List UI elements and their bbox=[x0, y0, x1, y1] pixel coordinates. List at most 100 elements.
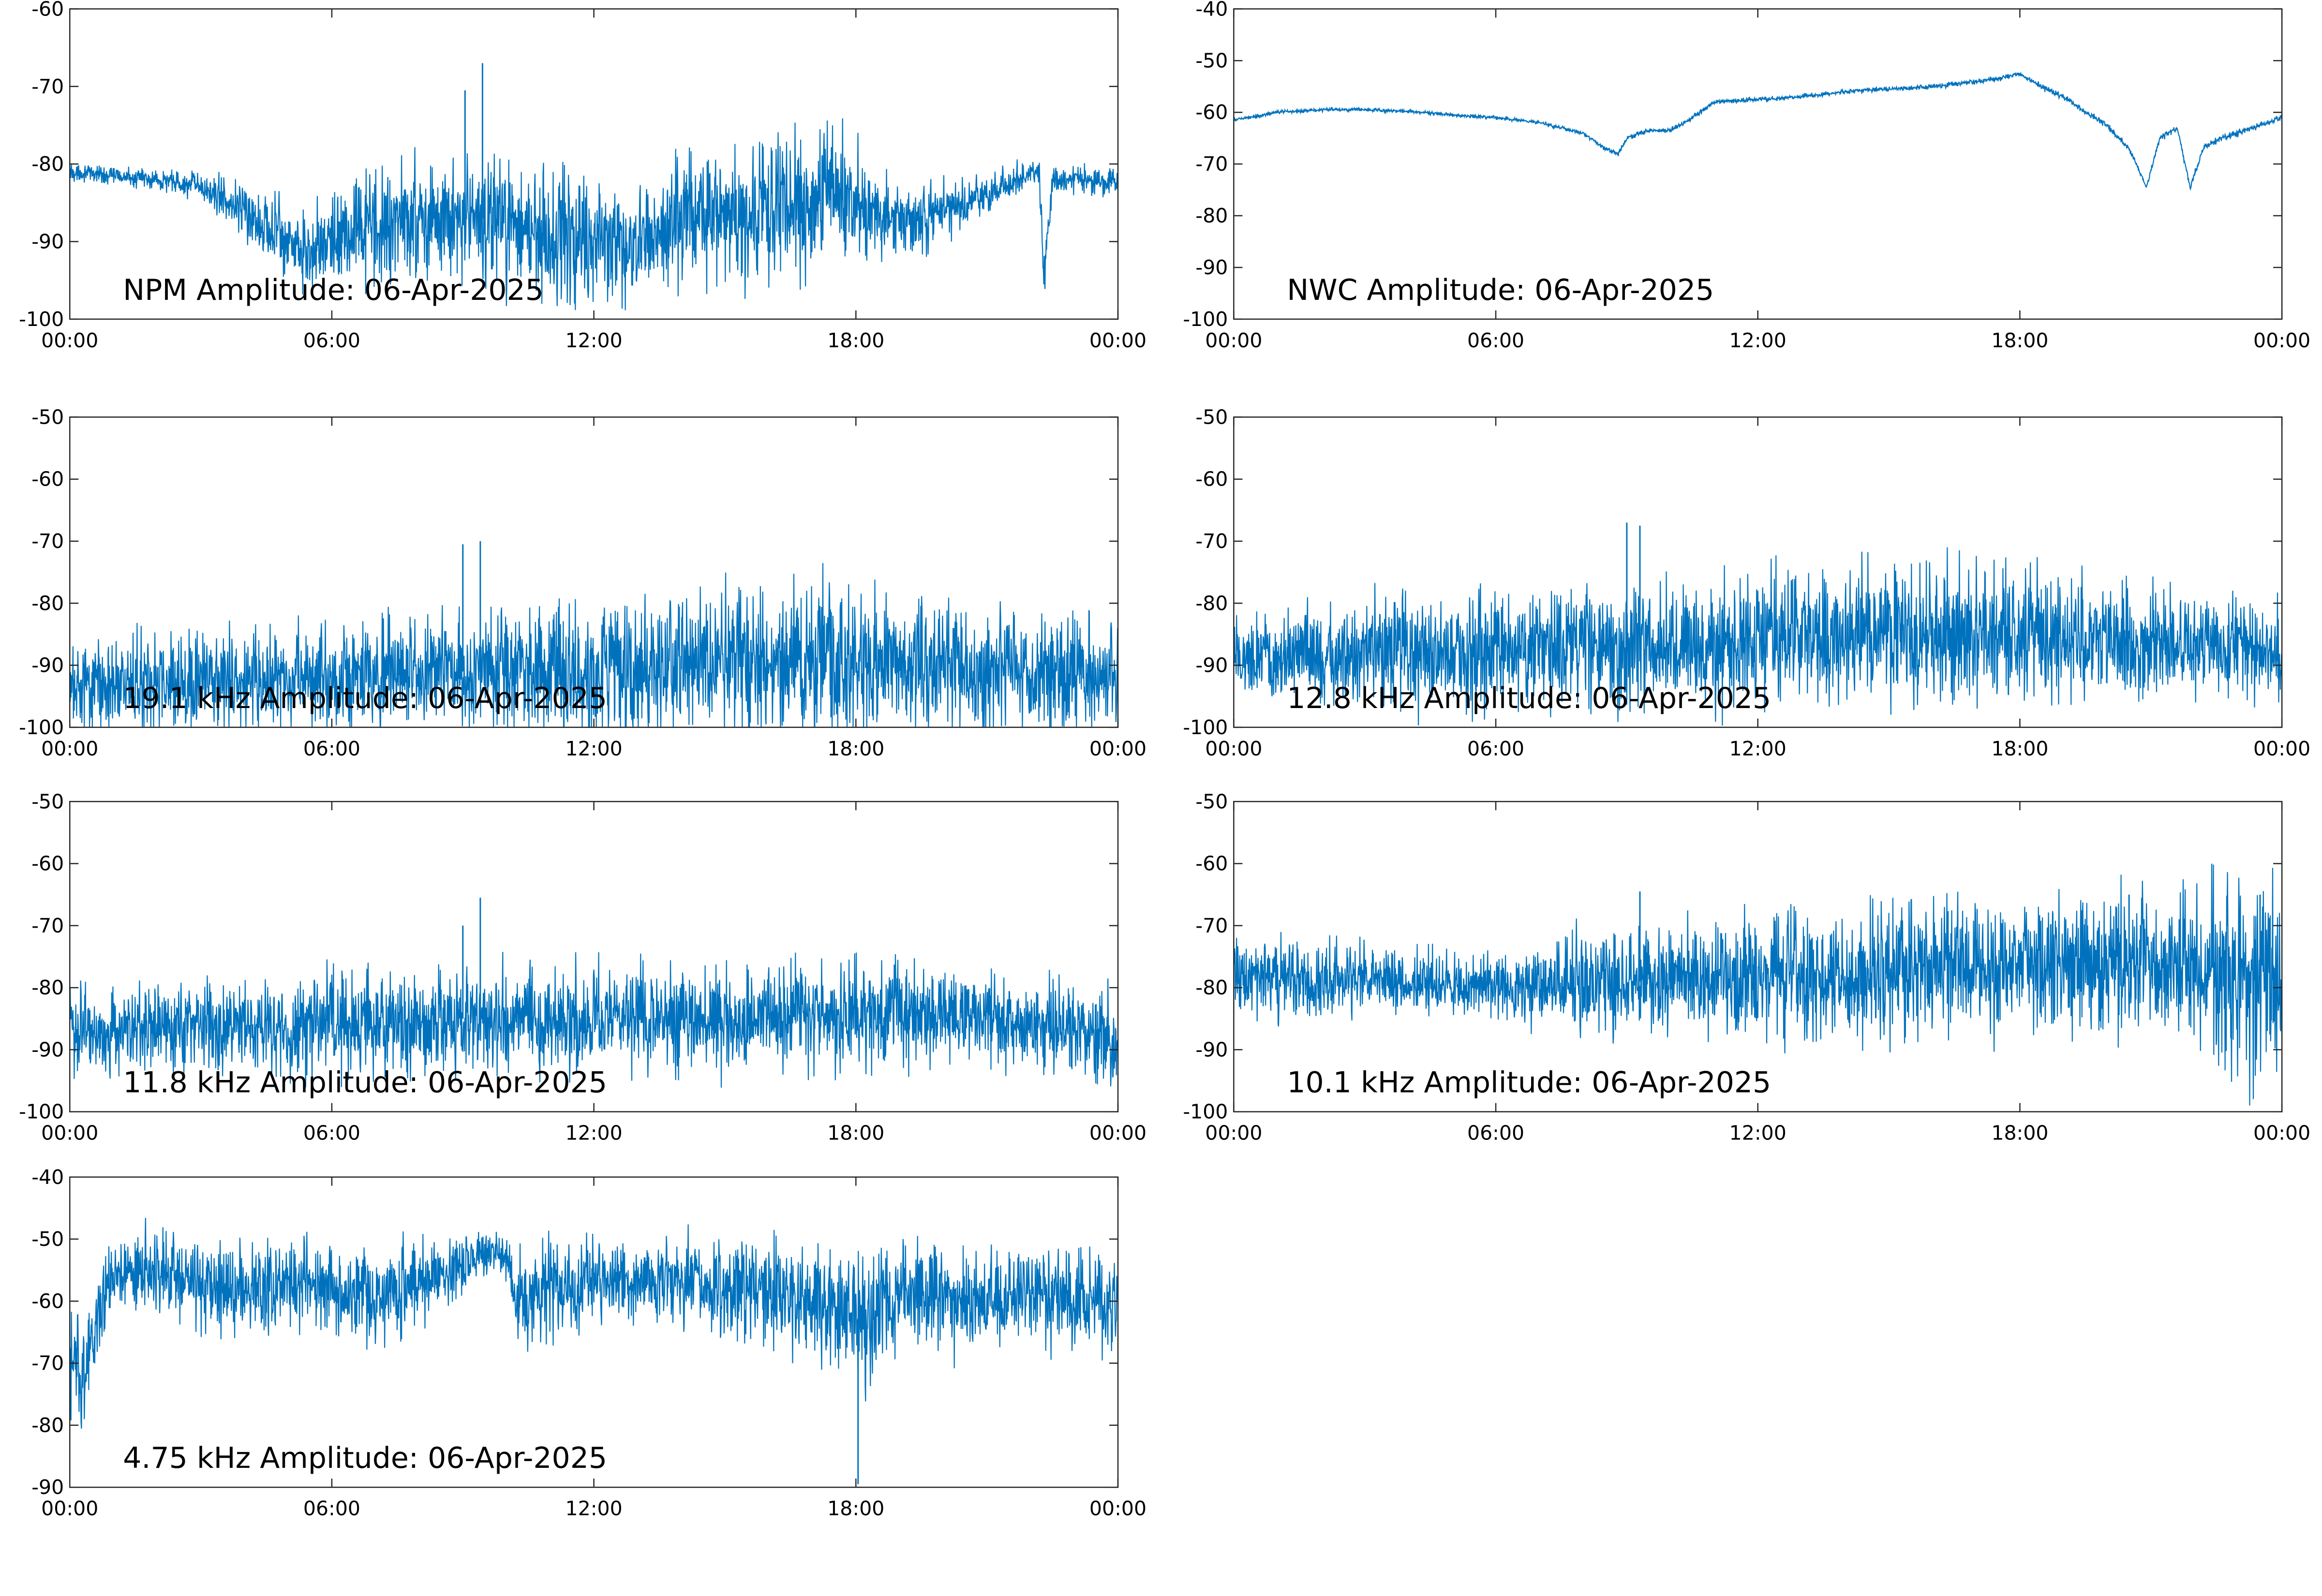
y-tick-label: -100 bbox=[1183, 1100, 1228, 1123]
y-tick-label: -90 bbox=[1195, 654, 1228, 677]
x-tick-label: 00:00 bbox=[1089, 1122, 1146, 1145]
chart-panel: 00:00 06:00 12:00 18:00 00:00 -50 -60 -70 -80 -90… bbox=[1183, 790, 2310, 1144]
chart-panel: 00:00 06:00 12:00 18:00 00:00 -50 -60 -70 -80 -90… bbox=[1183, 405, 2310, 760]
y-tick-label: -60 bbox=[1195, 468, 1228, 491]
y-tick-label: -90 bbox=[31, 654, 64, 677]
series-line bbox=[70, 118, 1118, 310]
x-tick-label: 00:00 bbox=[41, 1122, 98, 1145]
y-tick-label: -70 bbox=[1195, 914, 1228, 937]
axes-box bbox=[69, 801, 1119, 1112]
x-tick-label: 00:00 bbox=[1205, 329, 1262, 352]
x-tick-label: 06:00 bbox=[303, 329, 360, 352]
x-tick-label: 12:00 bbox=[566, 737, 623, 760]
y-tick-label: -80 bbox=[31, 1414, 64, 1437]
x-tick-label: 18:00 bbox=[827, 329, 884, 352]
chart-panel: 00:00 06:00 12:00 18:00 00:00 -50 -60 -70 -80 -90… bbox=[19, 790, 1146, 1144]
x-tick-label: 00:00 bbox=[1089, 329, 1146, 352]
x-tick-label: 18:00 bbox=[1991, 329, 2048, 352]
y-tick-label: -70 bbox=[1195, 152, 1228, 176]
panel-title: NPM Amplitude: 06-Apr-2025 bbox=[123, 273, 544, 307]
y-tick-label: -70 bbox=[31, 530, 64, 553]
x-tick-label: 00:00 bbox=[1205, 1122, 1262, 1145]
chart-panel: 00:00 06:00 12:00 18:00 00:00 -60 -70 -80 -90 -10… bbox=[19, 0, 1146, 352]
x-tick-label: 00:00 bbox=[1205, 737, 1262, 760]
y-tick-label: -70 bbox=[31, 1352, 64, 1375]
x-tick-label: 18:00 bbox=[827, 737, 884, 760]
y-tick-label: -90 bbox=[1195, 256, 1228, 279]
x-tick-label: 00:00 bbox=[41, 1497, 98, 1520]
y-tick-label: -80 bbox=[31, 152, 64, 176]
panel-title: 4.75 kHz Amplitude: 06-Apr-2025 bbox=[123, 1441, 607, 1475]
y-tick-label: -70 bbox=[1195, 530, 1228, 553]
x-tick-label: 18:00 bbox=[1991, 737, 2048, 760]
y-tick-label: -70 bbox=[31, 75, 64, 98]
series-line bbox=[1234, 863, 2282, 1106]
panel-title: 19.1 kHz Amplitude: 06-Apr-2025 bbox=[123, 681, 607, 715]
panels-container: 00:00 06:00 12:00 18:00 00:00 -60 -70 -80 -90 -10… bbox=[19, 0, 2310, 1520]
x-tick-label: 18:00 bbox=[827, 1497, 884, 1520]
x-tick-label: 12:00 bbox=[566, 1497, 623, 1520]
y-tick-label: -100 bbox=[19, 716, 64, 739]
panel-title: 10.1 kHz Amplitude: 06-Apr-2025 bbox=[1287, 1066, 1771, 1100]
x-tick-label: 00:00 bbox=[41, 737, 98, 760]
y-tick-label: -50 bbox=[1195, 49, 1228, 72]
y-tick-label: -60 bbox=[1195, 852, 1228, 875]
chart-panel: 00:00 06:00 12:00 18:00 00:00 -40 -50 -60 -70 -80… bbox=[31, 1166, 1146, 1520]
y-tick-label: -80 bbox=[31, 976, 64, 999]
y-tick-label: -60 bbox=[31, 0, 64, 20]
y-tick-label: -80 bbox=[31, 591, 64, 615]
y-tick-label: -60 bbox=[1195, 101, 1228, 124]
x-tick-label: 00:00 bbox=[1089, 1497, 1146, 1520]
x-tick-label: 18:00 bbox=[1991, 1122, 2048, 1145]
y-tick-label: -100 bbox=[19, 308, 64, 331]
x-tick-label: 06:00 bbox=[303, 1122, 360, 1145]
series-line bbox=[70, 563, 1118, 727]
axes-box bbox=[69, 1176, 1119, 1488]
y-tick-label: -40 bbox=[1195, 0, 1228, 20]
x-tick-label: 12:00 bbox=[1729, 329, 1786, 352]
x-tick-label: 06:00 bbox=[1467, 329, 1524, 352]
x-tick-label: 00:00 bbox=[2253, 737, 2310, 760]
y-tick-label: -100 bbox=[1183, 716, 1228, 739]
x-tick-label: 06:00 bbox=[303, 737, 360, 760]
y-tick-label: -100 bbox=[19, 1100, 64, 1123]
chart-panel: 00:00 06:00 12:00 18:00 00:00 -40 -50 -60 -70 -80… bbox=[1183, 0, 2310, 352]
panel-title: 12.8 kHz Amplitude: 06-Apr-2025 bbox=[1287, 681, 1771, 715]
x-tick-label: 06:00 bbox=[1467, 1122, 1524, 1145]
y-tick-label: -90 bbox=[1195, 1038, 1228, 1061]
series-line bbox=[1234, 72, 2282, 191]
panel-title: 11.8 kHz Amplitude: 06-Apr-2025 bbox=[123, 1066, 607, 1100]
x-tick-label: 12:00 bbox=[1729, 737, 1786, 760]
y-tick-label: -40 bbox=[31, 1166, 64, 1189]
x-tick-label: 00:00 bbox=[41, 329, 98, 352]
x-tick-label: 12:00 bbox=[1729, 1122, 1786, 1145]
y-tick-label: -50 bbox=[31, 790, 64, 813]
y-tick-label: -90 bbox=[31, 1476, 64, 1499]
y-tick-label: -50 bbox=[1195, 790, 1228, 813]
x-tick-label: 00:00 bbox=[2253, 1122, 2310, 1145]
y-tick-label: -60 bbox=[31, 1289, 64, 1313]
x-tick-label: 12:00 bbox=[566, 1122, 623, 1145]
y-tick-label: -50 bbox=[1195, 405, 1228, 429]
chart-panel: 00:00 06:00 12:00 18:00 00:00 -50 -60 -70 -80 -90… bbox=[19, 405, 1146, 760]
y-tick-label: -60 bbox=[31, 468, 64, 491]
y-tick-label: -80 bbox=[1195, 976, 1228, 999]
axes-box bbox=[1233, 8, 2283, 320]
y-tick-label: -50 bbox=[31, 1227, 64, 1251]
y-tick-label: -90 bbox=[31, 230, 64, 253]
series-line bbox=[1234, 547, 2282, 726]
x-tick-label: 00:00 bbox=[1089, 737, 1146, 760]
y-tick-label: -70 bbox=[31, 914, 64, 937]
y-tick-label: -80 bbox=[1195, 591, 1228, 615]
y-tick-label: -100 bbox=[1183, 308, 1228, 331]
series-line bbox=[70, 952, 1118, 1088]
x-tick-label: 18:00 bbox=[827, 1122, 884, 1145]
panel-title: NWC Amplitude: 06-Apr-2025 bbox=[1287, 273, 1714, 307]
series-line bbox=[70, 1218, 1118, 1429]
axes-box bbox=[69, 8, 1119, 320]
x-tick-label: 06:00 bbox=[303, 1497, 360, 1520]
y-tick-label: -90 bbox=[31, 1038, 64, 1061]
x-tick-label: 12:00 bbox=[566, 329, 623, 352]
x-tick-label: 06:00 bbox=[1467, 737, 1524, 760]
